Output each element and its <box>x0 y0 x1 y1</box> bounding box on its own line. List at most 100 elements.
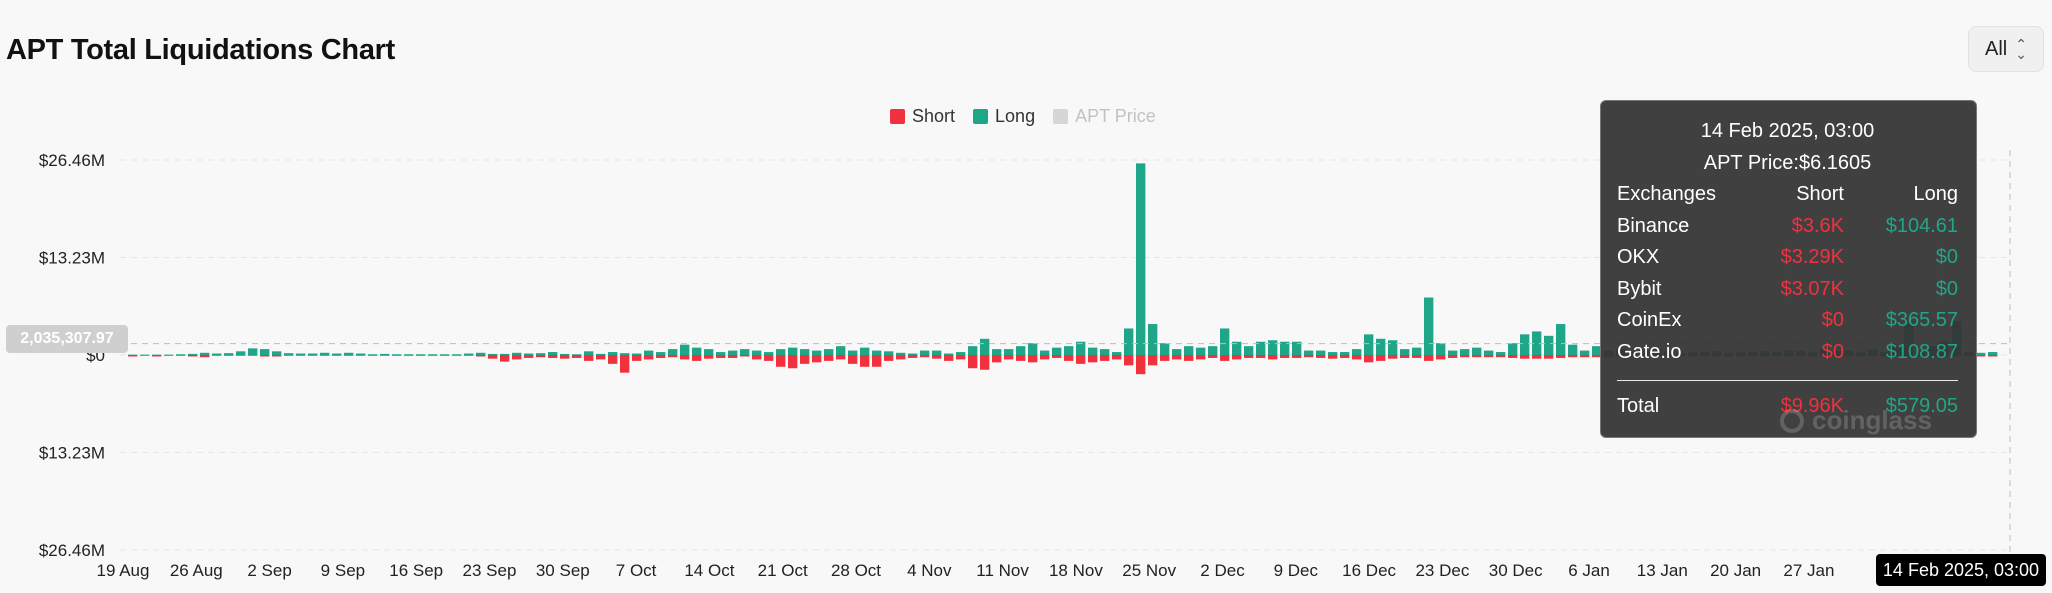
watermark-text: coinglass <box>1812 405 1932 435</box>
short-bar <box>1100 355 1110 361</box>
long-bar <box>1556 324 1566 355</box>
long-bar <box>1400 349 1410 355</box>
long-bar <box>632 353 642 355</box>
long-bar <box>464 353 474 355</box>
x-tick-label: 2 Sep <box>247 561 291 580</box>
page-title: APT Total Liquidations Chart <box>6 34 395 66</box>
legend-item-long[interactable]: Long <box>973 106 1035 127</box>
long-bar <box>1592 346 1602 355</box>
long-bar <box>1100 349 1110 355</box>
long-bar <box>512 352 522 355</box>
short-bar <box>1004 355 1014 360</box>
short-bar <box>1460 355 1470 358</box>
long-bar <box>1088 347 1098 355</box>
short-bar <box>584 355 594 361</box>
tooltip-price: APT Price:$6.1605 <box>1617 147 1958 179</box>
short-bar <box>260 355 270 357</box>
long-bar <box>836 346 846 355</box>
legend-item-apt-price[interactable]: APT Price <box>1053 106 1156 127</box>
short-bar <box>1136 355 1146 375</box>
time-range-select[interactable]: All ⌃ ⌄ <box>1968 26 2044 72</box>
long-bar <box>1208 346 1218 355</box>
short-bar <box>152 355 162 357</box>
y-tick-label: $13.23M <box>39 249 105 268</box>
short-bar <box>176 355 186 356</box>
short-bar <box>332 355 342 356</box>
short-bar <box>392 355 402 356</box>
short-bar <box>248 355 258 356</box>
short-bar <box>776 355 786 367</box>
long-bar <box>416 354 426 355</box>
short-bar <box>1112 355 1122 360</box>
long-bar <box>740 349 750 355</box>
long-bar <box>176 354 186 355</box>
x-tick-label: 19 Aug <box>97 561 150 580</box>
short-bar <box>824 355 834 361</box>
x-tick-label: 18 Nov <box>1049 561 1103 580</box>
x-tick-label: 23 Sep <box>463 561 517 580</box>
short-bar <box>860 355 870 367</box>
long-bar <box>212 353 222 355</box>
tooltip-long-value: $0 <box>1935 277 1958 300</box>
long-bar <box>1520 334 1530 355</box>
short-bar <box>380 355 390 356</box>
chart-legend: Short Long APT Price <box>890 106 1156 127</box>
short-bar <box>1364 355 1374 363</box>
long-bar <box>320 352 330 355</box>
tooltip-short-value: $3.29K <box>1780 246 1844 268</box>
long-bar <box>872 350 882 355</box>
long-bar <box>1256 341 1266 355</box>
short-bar <box>896 355 906 360</box>
tooltip-col-exchanges: Exchanges <box>1617 183 1716 205</box>
tooltip-price-label: APT Price: <box>1703 152 1799 174</box>
short-bar <box>1556 355 1566 358</box>
short-bar <box>164 355 174 356</box>
long-bar <box>1460 349 1470 355</box>
short-bar <box>1220 355 1230 361</box>
short-bar <box>416 355 426 356</box>
long-bar <box>1976 352 1986 355</box>
x-tick-label: 28 Oct <box>831 561 881 580</box>
long-bar <box>1316 350 1326 355</box>
long-bar <box>1496 352 1506 355</box>
long-bar <box>1136 163 1146 355</box>
long-bar <box>1484 350 1494 355</box>
long-bar <box>404 354 414 355</box>
short-bar <box>524 355 534 358</box>
tooltip-col-long: Long <box>1913 183 1959 205</box>
long-bar <box>1412 347 1422 355</box>
short-bar <box>296 355 306 356</box>
short-bar <box>356 355 366 356</box>
x-tick-label: 7 Oct <box>616 561 657 580</box>
legend-item-short[interactable]: Short <box>890 106 955 127</box>
short-bar <box>1400 355 1410 358</box>
short-bar <box>1328 355 1338 359</box>
long-bar <box>992 349 1002 355</box>
long-bar <box>296 353 306 355</box>
x-tick-label: 13 Jan <box>1637 561 1688 580</box>
short-bar <box>284 355 294 356</box>
short-bar <box>140 355 150 356</box>
legend-label-apt-price: APT Price <box>1075 106 1156 126</box>
long-bar <box>1196 347 1206 355</box>
long-bar <box>1004 349 1014 355</box>
chart-tooltip: 14 Feb 2025, 03:00 APT Price:$6.1605 Exc… <box>1600 100 1977 438</box>
short-bar <box>272 355 282 357</box>
tooltip-row: Bybit $3.07K $0 <box>1617 274 1958 306</box>
short-bar <box>944 355 954 361</box>
short-bar <box>968 355 978 369</box>
long-bar <box>824 349 834 355</box>
legend-label-long: Long <box>995 106 1036 126</box>
long-bar <box>1148 324 1158 355</box>
long-bar <box>1064 346 1074 355</box>
short-bar <box>680 355 690 360</box>
long-bar <box>236 351 246 355</box>
short-bar <box>1088 355 1098 363</box>
long-bar <box>308 353 318 355</box>
tooltip-exchange: Gate.io <box>1617 340 1682 363</box>
short-bar <box>908 355 918 358</box>
long-bar <box>224 353 234 355</box>
long-bar <box>152 354 162 356</box>
long-bar <box>680 344 690 355</box>
